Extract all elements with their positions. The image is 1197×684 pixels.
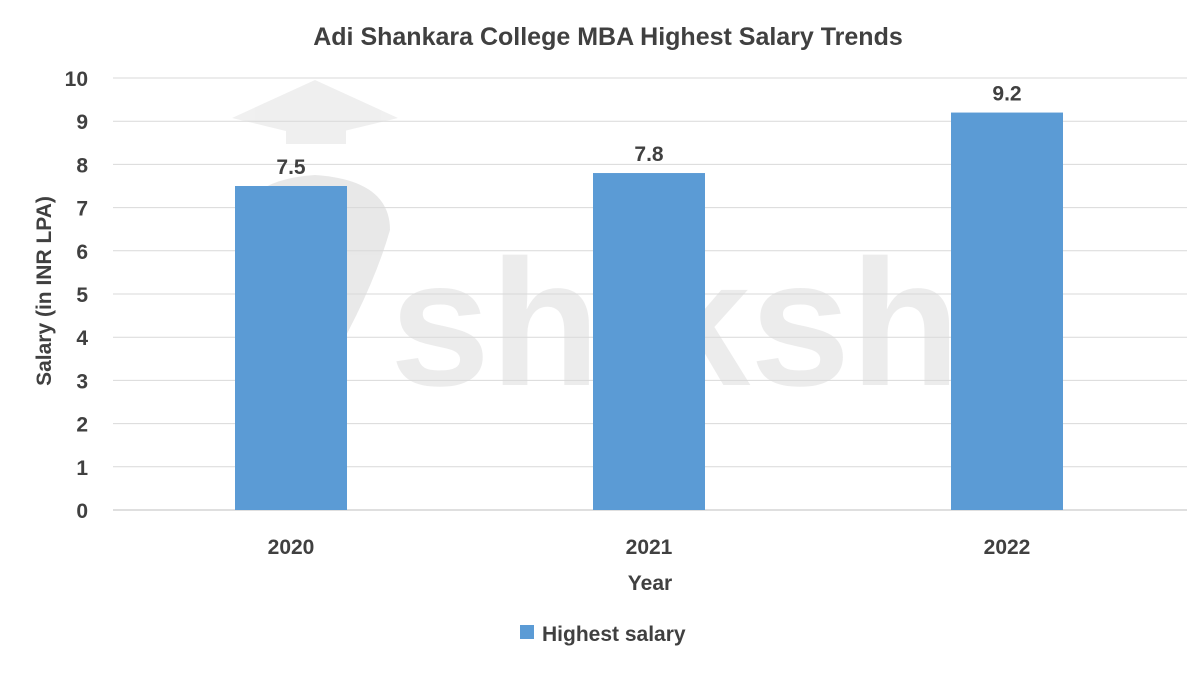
y-tick-label: 10	[65, 68, 88, 91]
chart-title: Adi Shankara College MBA Highest Salary …	[313, 23, 903, 51]
data-label: 7.8	[634, 143, 664, 166]
y-tick-label: 2	[76, 414, 88, 437]
bar-2022	[951, 112, 1063, 510]
data-label: 7.5	[276, 156, 306, 179]
y-tick-label: 3	[76, 370, 88, 393]
legend-label: Highest salary	[542, 623, 686, 646]
y-tick-label: 1	[76, 457, 88, 480]
data-label: 9.2	[992, 83, 1021, 106]
y-tick-label: 4	[76, 327, 88, 350]
y-tick-label: 9	[76, 111, 88, 134]
svg-text:shiksha: shiksha	[390, 223, 1062, 424]
y-tick-label: 5	[76, 284, 88, 307]
y-tick-label: 6	[76, 241, 88, 264]
x-tick-label: 2020	[268, 536, 315, 559]
x-axis-label: Year	[628, 572, 672, 595]
legend: Highest salary	[520, 623, 686, 646]
bar-2021	[593, 173, 705, 511]
x-tick-label: 2021	[626, 536, 673, 559]
legend-swatch	[520, 625, 534, 639]
y-axis-label: Salary (in INR LPA)	[33, 196, 56, 386]
bar-2020	[235, 186, 347, 510]
y-tick-label: 8	[76, 154, 88, 177]
y-tick-label: 7	[76, 198, 88, 221]
x-tick-label: 2022	[984, 536, 1031, 559]
y-tick-label: 0	[76, 500, 88, 523]
